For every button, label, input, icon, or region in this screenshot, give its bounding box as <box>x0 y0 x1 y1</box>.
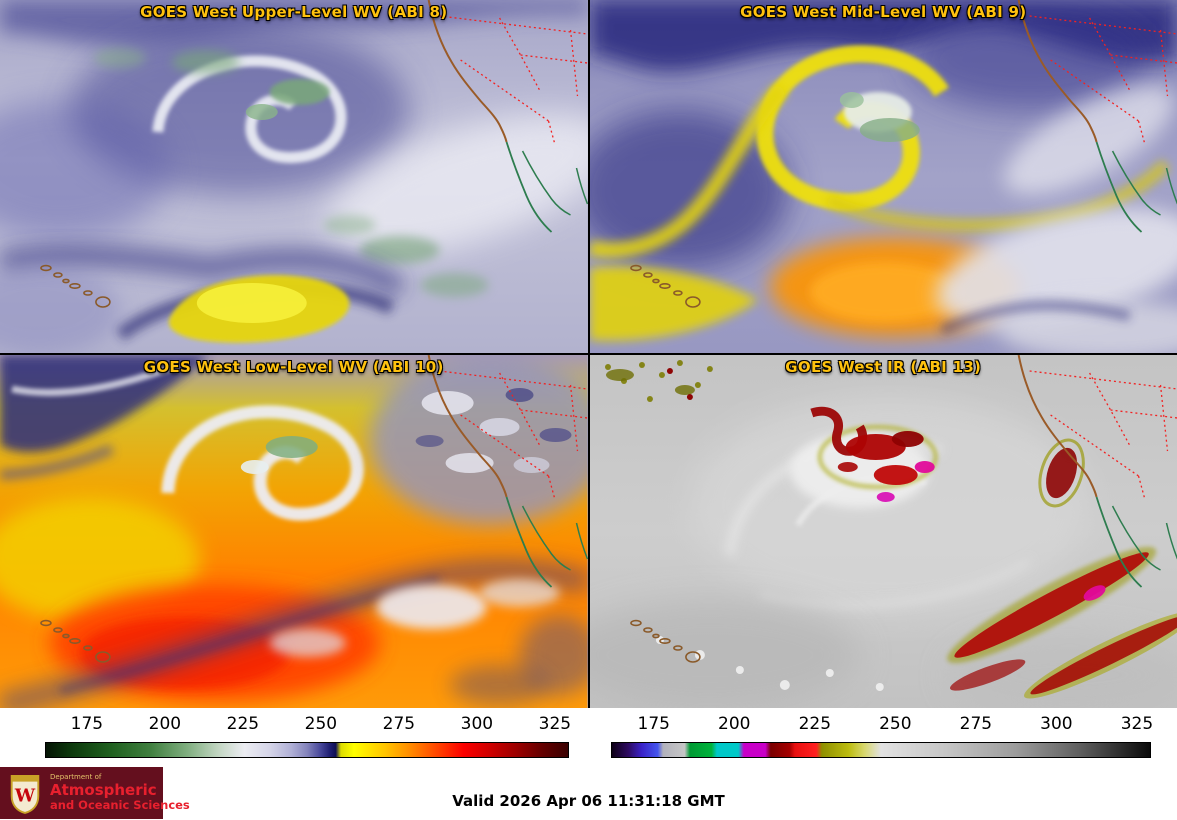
panel-title-ir: GOES West IR (ABI 13) <box>785 358 982 376</box>
uw-crest-icon: W <box>10 774 40 814</box>
wv-tick-label: 250 <box>304 714 338 734</box>
logo-department-of: Department of <box>50 773 102 782</box>
panel-title-upper-level-wv: GOES West Upper-Level WV (ABI 8) <box>140 3 448 21</box>
crest-letter: W <box>14 786 36 807</box>
mid-level-wv-image <box>589 0 1177 353</box>
panel-ir: GOES West IR (ABI 13) <box>589 355 1177 708</box>
logo-text: Department of Atmospheric and Oceanic Sc… <box>50 773 190 812</box>
ir-tick-label: 200 <box>718 714 751 734</box>
ir-tick-label: 175 <box>637 714 670 734</box>
ir-colorbar-ticks: 175 200 225 250 275 300 325 <box>611 714 1154 736</box>
logo-atmospheric: Atmospheric <box>50 781 157 800</box>
ir-tick-label: 275 <box>959 714 993 734</box>
logo-oceanic-sciences: and Oceanic Sciences <box>50 797 190 812</box>
upper-level-wv-image <box>0 0 588 353</box>
wv-colorbar-gradient <box>45 742 569 758</box>
valid-time-text: Valid 2026 Apr 06 11:31:18 GMT <box>452 792 725 810</box>
wv-tick-label: 200 <box>148 714 182 734</box>
wv-tick-label: 325 <box>538 714 572 734</box>
wv-tick-label: 175 <box>70 714 104 734</box>
wv-colorbar-ticks: 175 200 225 250 275 300 325 <box>45 714 572 736</box>
panels-grid: GOES West Upper-Level WV (ABI 8) <box>0 0 1177 708</box>
colorbar-strip: 175 200 225 250 275 300 325 175 200 225 … <box>0 708 1177 765</box>
ir-tick-label: 325 <box>1120 714 1154 734</box>
wv-tick-label: 275 <box>382 714 416 734</box>
panel-title-mid-level-wv: GOES West Mid-Level WV (ABI 9) <box>740 3 1027 21</box>
ir-tick-label: 300 <box>1040 714 1073 734</box>
ir-colorbar-gradient <box>610 742 1151 758</box>
panel-title-low-level-wv: GOES West Low-Level WV (ABI 10) <box>143 358 444 376</box>
ir-image <box>589 355 1177 708</box>
low-level-wv-image <box>0 355 588 708</box>
panel-upper-level-wv: GOES West Upper-Level WV (ABI 8) <box>0 0 588 353</box>
wv-tick-label: 300 <box>460 714 494 734</box>
ir-tick-label: 225 <box>798 714 832 734</box>
aos-department-logo: W Department of Atmospheric and Oceanic … <box>0 767 190 819</box>
ir-tick-label: 250 <box>879 714 912 734</box>
ir-colorbar-block: 175 200 225 250 275 300 325 <box>589 708 1177 765</box>
panel-mid-level-wv: GOES West Mid-Level WV (ABI 9) <box>589 0 1177 353</box>
panel-low-level-wv: GOES West Low-Level WV (ABI 10) <box>0 355 588 708</box>
wv-colorbar-block: 175 200 225 250 275 300 325 <box>0 708 589 765</box>
footer: W Department of Atmospheric and Oceanic … <box>0 765 1177 820</box>
wv-tick-label: 225 <box>226 714 260 734</box>
